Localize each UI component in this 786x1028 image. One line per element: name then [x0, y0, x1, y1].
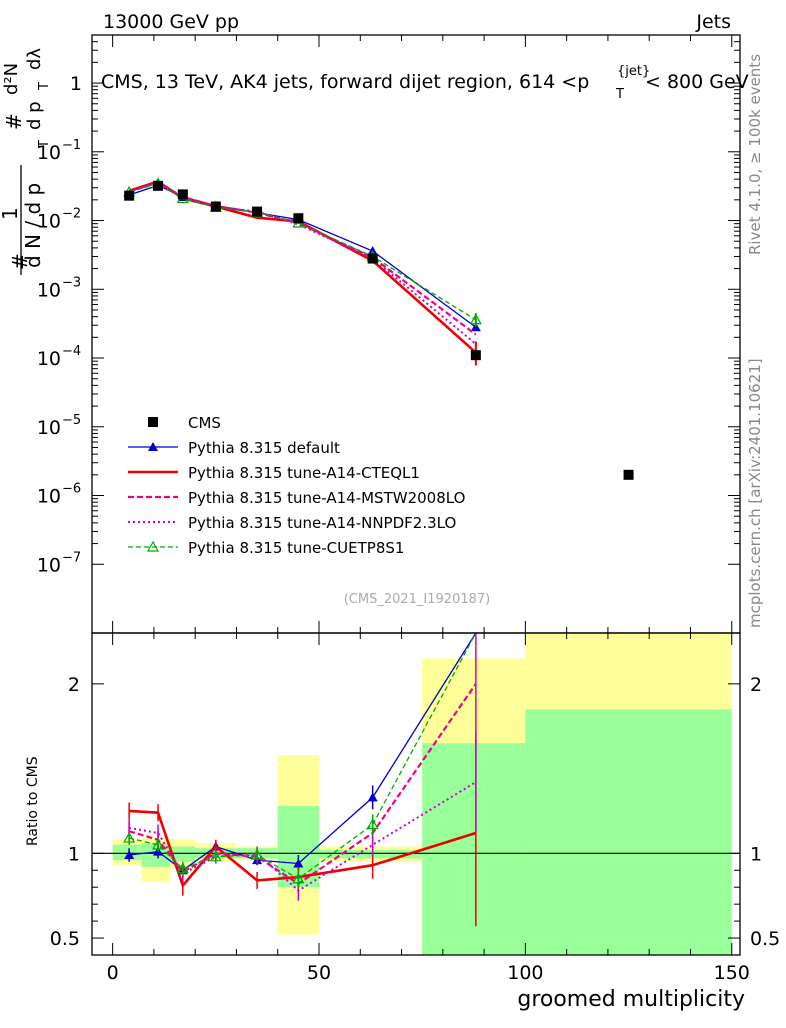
ratio-ylabel: Ratio to CMS [25, 756, 41, 846]
ratio-line-1 [129, 809, 477, 889]
legend-cms-marker [148, 417, 158, 427]
ratio-marker-4-2 [176, 862, 189, 874]
ratio-marker-4-0 [123, 831, 136, 843]
ratio-uncertainty-bands [92, 633, 740, 955]
ratio-y-tick-label-2: 2 [68, 674, 80, 696]
main-y-tick-exp-4: −4 [62, 344, 81, 359]
ratio-y-tick-label-right-0: 0.5 [750, 928, 780, 950]
main-y-tick-base-4: 10 [37, 348, 61, 370]
main-marker-0-7 [470, 322, 481, 332]
ratio-marker-0-6 [367, 792, 378, 802]
ylabel-dp: d p [24, 101, 45, 130]
mcplots-label: mcplots.cern.ch [arXiv:2401.10621] [746, 358, 764, 628]
title-sub: T [615, 87, 624, 102]
ratio-y-tick-label-0: 0.5 [50, 928, 80, 950]
ylabel-dl: dλ [24, 48, 45, 70]
legend-label-2: Pythia 8.315 tune-A14-MSTW2008LO [188, 489, 465, 507]
cms-point-2 [177, 189, 188, 200]
cms-point-0 [124, 190, 135, 201]
ratio-y-tick-label-right-2: 2 [750, 674, 762, 696]
title-suffix: < 800 GeV [645, 71, 749, 93]
x-tick-label-2: 100 [507, 962, 543, 984]
title-prefix: CMS, 13 TeV, AK4 jets, forward dijet reg… [101, 71, 589, 93]
ratio-marker-4-6 [366, 818, 379, 830]
main-y-tick-exp-6: −6 [62, 482, 81, 497]
ratio-y-tick-label-1: 1 [68, 843, 80, 865]
main-y-tick-label-0: 1 [70, 73, 82, 95]
main-series [123, 177, 634, 480]
cms-point-6 [367, 253, 378, 264]
cms-point-8 [623, 469, 634, 480]
legend-label-3: Pythia 8.315 tune-A14-NNPDF2.3LO [188, 514, 456, 532]
ratio-marker-0-0 [124, 850, 135, 860]
main-y-tick-exp-5: −5 [62, 413, 81, 428]
band-stat-0 [112, 844, 142, 861]
cms-point-7 [470, 350, 481, 361]
main-y-tick-base-1: 10 [37, 142, 61, 164]
header-left: 13000 GeV pp [103, 11, 239, 33]
main-y-tick-base-5: 10 [37, 417, 61, 439]
main-y-tick-exp-3: −3 [62, 275, 81, 290]
cms-point-4 [252, 206, 263, 217]
legend-label-4: Pythia 8.315 tune-CUETP8S1 [188, 539, 404, 557]
main-y-tick-exp-7: −7 [62, 550, 81, 565]
band-stat-6 [319, 849, 423, 859]
ratio-marker-0-5 [293, 858, 304, 868]
legend-label-1: Pythia 8.315 tune-A14-CTEQL1 [188, 464, 420, 482]
main-y-tick-base-3: 10 [37, 279, 61, 301]
cms-point-3 [210, 201, 221, 212]
main-y-tick-base-7: 10 [37, 554, 61, 576]
ratio-series [123, 632, 477, 927]
ratio-frame [91, 632, 741, 956]
main-line-4 [128, 182, 477, 321]
ylabel-d2n: d²N [1, 63, 22, 95]
main-line-3 [128, 181, 477, 345]
title-prefix-text: CMS, 13 TeV, AK4 jets, forward dijet reg… [101, 71, 589, 93]
main-y-tick-base-2: 10 [37, 211, 61, 233]
ylabel-hash-2: # [2, 113, 26, 130]
ratio-marker-4-5 [292, 872, 305, 884]
chart-title: CMS, 13 TeV, AK4 jets, forward dijet reg… [101, 64, 749, 102]
legend-marker-0 [148, 442, 158, 451]
main-y-tick-exp-2: −2 [62, 207, 81, 222]
ylabel-hash-1: # [8, 253, 32, 270]
main-line-1 [128, 180, 477, 354]
legend-marker-4 [146, 540, 160, 552]
ratio-marker-4-3 [209, 850, 222, 862]
cms-point-1 [153, 180, 164, 191]
band-stat-2 [170, 846, 196, 862]
legend-label-0: Pythia 8.315 default [188, 439, 340, 457]
cms-point-5 [293, 213, 304, 224]
rivet-label: Rivet 4.1.0, ≥ 100k events [746, 54, 764, 255]
ratio-marker-4-1 [152, 838, 165, 850]
main-ylabel: # 1 d N / d p T # d²N d p T dλ [0, 48, 52, 275]
legend: CMS Pythia 8.315 default Pythia 8.315 tune… [128, 414, 465, 557]
x-axis-label: groomed multiplicity [517, 987, 745, 1012]
x-tick-label-0: 0 [107, 962, 119, 984]
ylabel-dn: d N / d p [21, 183, 45, 268]
ylabel-t1: T [37, 140, 52, 149]
main-y-tick-base-6: 10 [37, 486, 61, 508]
analysis-watermark: (CMS_2021_I1920187) [344, 592, 491, 607]
ratio-y-tick-label-right-1: 1 [750, 843, 762, 865]
title-sup: {jet} [617, 64, 650, 79]
x-tick-label-1: 50 [307, 962, 331, 984]
band-stat-7 [422, 743, 526, 955]
header-right: Jets [695, 11, 731, 33]
x-tick-label-3: 150 [714, 962, 750, 984]
ratio-line-2 [128, 683, 477, 886]
main-line-2 [128, 181, 477, 336]
main-y-tick-exp-1: −1 [62, 138, 81, 153]
legend-cms-label: CMS [188, 414, 221, 432]
band-stat-8 [525, 709, 732, 955]
ratio-marker-4-4 [251, 848, 264, 860]
ylabel-one: 1 [0, 207, 22, 220]
ylabel-t2: T [37, 82, 52, 91]
